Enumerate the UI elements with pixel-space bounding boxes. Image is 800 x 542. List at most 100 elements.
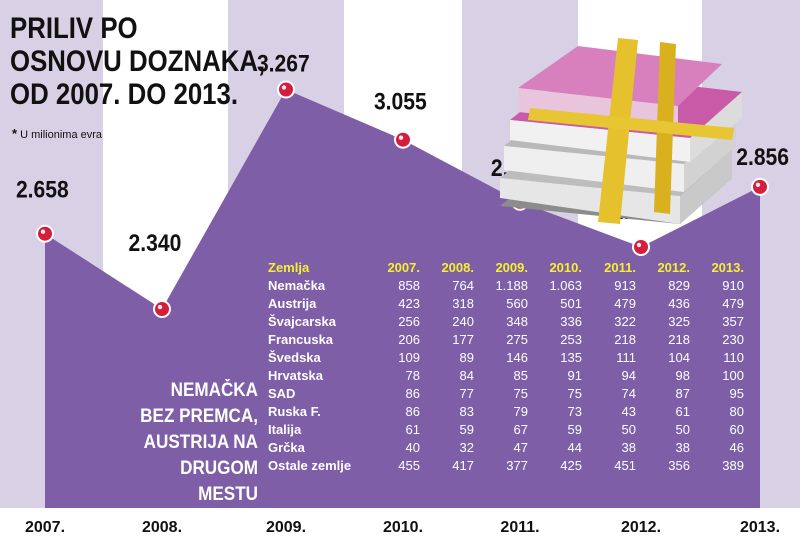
unit-text: U milionima evra	[17, 129, 103, 141]
banknote-stack-icon	[500, 38, 742, 224]
value-cell: 109	[398, 350, 420, 365]
value-cell: 67	[513, 422, 528, 437]
value-cell: 858	[398, 278, 420, 293]
value-cell: 230	[722, 332, 744, 347]
table-row: Italija 61 59 67 59 50 50 60	[268, 421, 744, 439]
value-cell: 78	[405, 368, 420, 383]
value-cell: 75	[567, 386, 582, 401]
value-cell: 110	[723, 350, 744, 365]
value-cell: 61	[675, 404, 690, 419]
country-cell: Francuska	[268, 332, 334, 347]
table-row: Švajcarska 256 240 348 336 322 325 357	[268, 313, 744, 331]
value-cell: 104	[668, 350, 690, 365]
value-cell: 451	[614, 458, 636, 473]
headline-line: AUSTRIJA NA	[143, 432, 258, 453]
value-cell: 325	[668, 314, 690, 329]
value-cell: 455	[398, 458, 420, 473]
value-cell: 79	[513, 404, 528, 419]
value-cell: 111	[616, 350, 636, 365]
value-cell: 275	[506, 332, 528, 347]
table-row: Hrvatska 78 84 85 91 94 98 100	[268, 367, 744, 385]
x-tick-label: 2012.	[621, 519, 661, 536]
x-tick-label: 2010.	[383, 519, 423, 536]
value-cell: 43	[621, 404, 636, 419]
column-header: 2009.	[495, 260, 528, 275]
value-cell: 501	[560, 296, 582, 311]
headline-line: NEMAČKA	[170, 380, 258, 401]
table-row: Nemačka 858 764 1.188 1.063 913 829 910	[268, 277, 744, 295]
value-cell: 425	[560, 458, 582, 473]
table-row: Ruska F. 86 83 79 73 43 61 80	[268, 403, 744, 421]
value-cell: 84	[459, 368, 474, 383]
value-cell: 32	[459, 440, 474, 455]
value-cell: 240	[452, 314, 474, 329]
value-cell: 318	[452, 296, 474, 311]
value-cell: 98	[675, 368, 690, 383]
value-cell: 40	[405, 440, 420, 455]
column-header: 2007.	[387, 260, 420, 275]
value-cell: 377	[506, 458, 528, 473]
value-cell: 38	[675, 440, 690, 455]
value-cell: 206	[398, 332, 420, 347]
column-header: 2012.	[657, 260, 690, 275]
value-cell: 73	[567, 404, 582, 419]
headline-line: DRUGOM MESTU	[180, 458, 258, 505]
data-point	[632, 238, 650, 256]
column-header: Zemlja	[268, 260, 310, 275]
title-line: OSNOVU DOZNAKA,	[10, 45, 266, 78]
value-cell: 89	[459, 350, 474, 365]
value-cell: 38	[621, 440, 636, 455]
data-label: 2.856	[736, 144, 789, 171]
value-cell: 80	[729, 404, 744, 419]
x-tick-label: 2008.	[142, 519, 182, 536]
country-cell: Grčka	[268, 440, 305, 455]
value-cell: 1.188	[495, 278, 528, 293]
x-tick-label: 2011.	[500, 519, 539, 536]
x-tick-label: 2013.	[740, 519, 780, 536]
country-cell: Švajcarska	[268, 314, 336, 329]
title-line: PRILIV PO	[10, 12, 138, 45]
column-header: 2008.	[441, 260, 474, 275]
x-tick-label: 2009.	[266, 519, 306, 536]
column-header: 2011.	[604, 260, 636, 275]
value-cell: 61	[405, 422, 420, 437]
table-row: Švedska 109 89 146 135 111 104 110	[268, 349, 744, 367]
value-cell: 910	[722, 278, 744, 293]
data-label: 2.340	[129, 230, 182, 257]
value-cell: 357	[722, 314, 744, 329]
series-area	[45, 89, 760, 508]
value-cell: 479	[614, 296, 636, 311]
value-cell: 177	[452, 332, 474, 347]
country-cell: Austrija	[268, 296, 317, 311]
value-cell: 47	[513, 440, 528, 455]
value-cell: 146	[506, 350, 528, 365]
value-cell: 423	[398, 296, 420, 311]
table-row: Francuska 206 177 275 253 218 218 230	[268, 331, 744, 349]
table-row: Grčka 40 32 47 44 38 38 46	[268, 439, 744, 457]
data-label: 3.055	[374, 88, 427, 115]
value-cell: 913	[614, 278, 636, 293]
x-tick-label: 2007.	[25, 519, 65, 536]
value-cell: 60	[729, 422, 744, 437]
value-cell: 83	[459, 404, 474, 419]
value-cell: 218	[614, 332, 636, 347]
value-cell: 74	[621, 386, 636, 401]
value-cell: 50	[621, 422, 636, 437]
country-cell: Hrvatska	[268, 368, 323, 383]
table-header-row: Zemlja 2007. 2008. 2009. 2010. 2011. 201…	[268, 259, 744, 277]
data-label: 3.267	[257, 50, 310, 77]
chart-title: PRILIV PO OSNOVU DOZNAKA, OD 2007. DO 20…	[10, 12, 265, 111]
value-cell: 85	[513, 368, 528, 383]
country-cell: Italija	[268, 422, 302, 437]
column-header: 2013.	[711, 260, 744, 275]
table-row: Ostale zemlje 455 417 377 425 451 356 389	[268, 457, 744, 475]
value-cell: 91	[567, 368, 582, 383]
value-cell: 348	[506, 314, 528, 329]
unit-note: * U milionima evra	[12, 126, 102, 141]
value-cell: 356	[668, 458, 690, 473]
value-cell: 389	[722, 458, 744, 473]
value-cell: 322	[614, 314, 636, 329]
headline: NEMAČKA BEZ PREMCA, AUSTRIJA NA DRUGOM M…	[132, 378, 258, 508]
value-cell: 77	[459, 386, 474, 401]
